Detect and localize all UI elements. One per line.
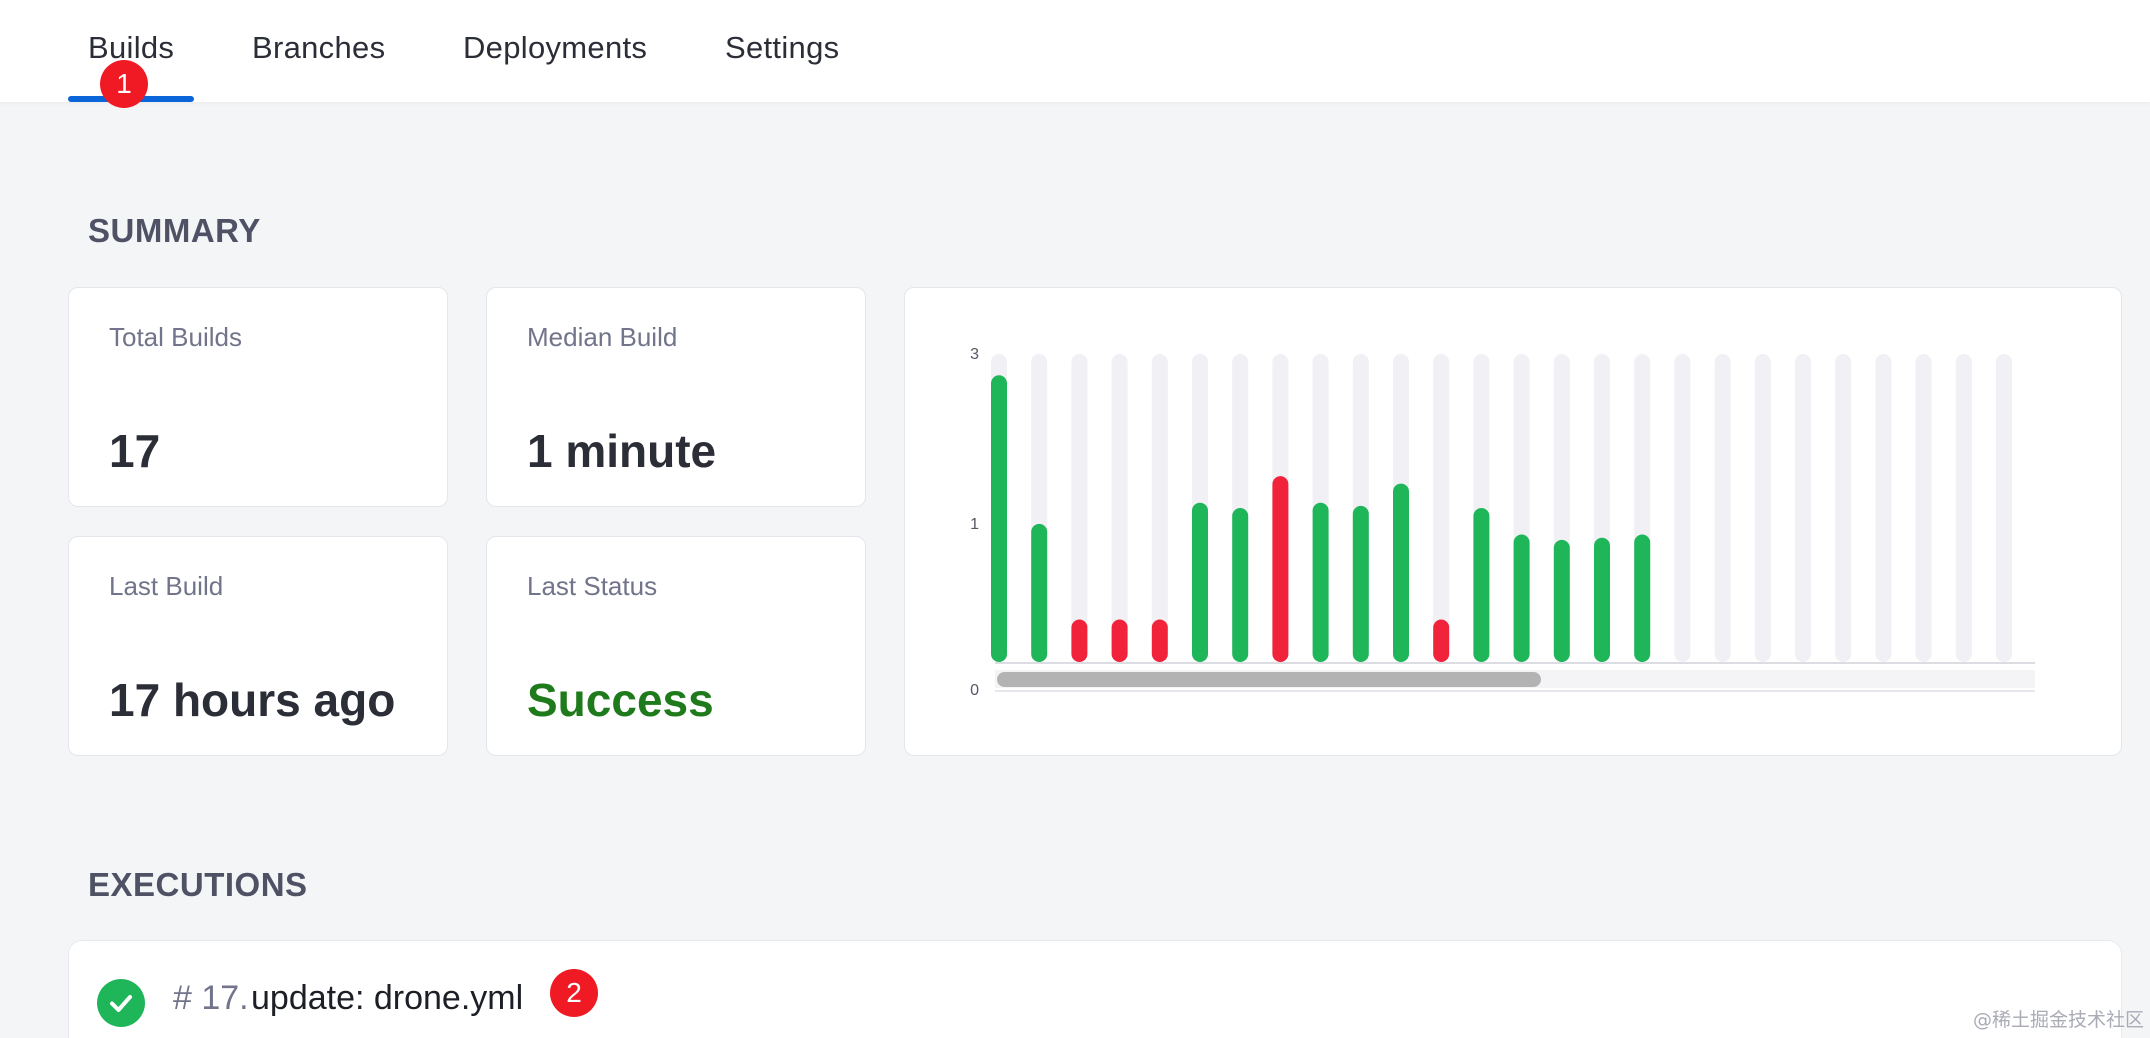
tab-deployments[interactable]: Deployments [463,30,648,65]
scrollbar-thumb[interactable] [997,672,1541,687]
bar-success [1352,505,1369,662]
bar-success [1031,523,1048,662]
last-status-card: Last Status Success [486,536,866,756]
executions-heading: EXECUTIONS [88,866,308,903]
y-tick-label: 0 [970,682,979,699]
bar-success [1232,508,1249,662]
bar-track [1754,354,1771,662]
bar-track [1835,354,1852,662]
annotation-marker-2: 2 [550,969,598,1017]
bar-track [1795,354,1811,662]
bar-track [1875,354,1892,662]
y-tick-label: 1 [970,516,979,533]
last-build-value: 17 hours ago [109,674,396,726]
watermark: @稀土掘金技术社区 [1972,1009,2144,1031]
summary-heading: SUMMARY [88,212,261,249]
total-builds-value: 17 [109,425,161,477]
tab-settings[interactable]: Settings [725,30,840,65]
total-builds-label: Total Builds [109,322,242,352]
last-build-label: Last Build [109,571,224,601]
bar-failure [1071,619,1088,662]
median-build-value: 1 minute [527,425,717,477]
bar-success [1513,534,1530,662]
total-builds-card: Total Builds 17 [68,287,448,507]
bar-track [1433,354,1450,662]
bar-track [1674,354,1691,662]
top-nav: Builds Branches Deployments Settings [0,0,2150,102]
last-status-value: Success [527,674,714,726]
last-build-card: Last Build 17 hours ago [68,536,448,756]
bar-failure [1272,476,1289,662]
bar-success [1312,502,1329,662]
median-build-label: Median Build [527,322,678,352]
bar-track [1915,354,1932,662]
execution-row[interactable]: # 17. update: drone.yml [68,940,2122,1038]
bar-success [1473,508,1490,662]
bar-track [1071,354,1088,662]
bar-failure [1433,619,1450,662]
bar-track [1111,354,1128,662]
bar-track [1151,354,1168,662]
bar-success [1634,534,1651,662]
bar-failure [1151,619,1168,662]
build-history-chart: 3 1 0 [970,346,2035,699]
bar-success [1553,539,1570,662]
median-build-card: Median Build 1 minute [486,287,866,507]
annotation-marker-1: 1 [100,60,148,108]
bar-success [1393,483,1409,662]
bar-failure [1111,619,1128,662]
success-check-icon [97,979,145,1027]
bar-success [1594,537,1610,662]
bar-success [1192,502,1208,662]
execution-number: # 17. [173,979,249,1017]
bar-track [1714,354,1731,662]
build-history-chart-card: 3 1 0 [904,287,2122,756]
bar-success [991,375,1007,662]
bar-track [1996,354,2012,662]
bar-track [1955,354,1972,662]
execution-message[interactable]: update: drone.yml [251,979,524,1017]
last-status-label: Last Status [527,571,658,601]
y-tick-label: 3 [970,346,979,363]
tab-branches[interactable]: Branches [252,30,386,65]
